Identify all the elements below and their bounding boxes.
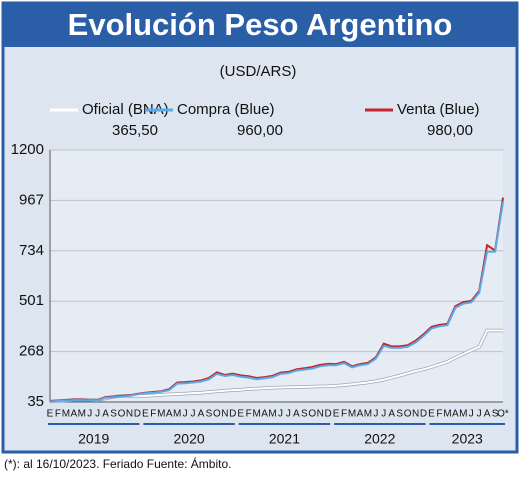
x-tick-label: N	[126, 409, 133, 420]
x-tick-label: N	[412, 409, 419, 420]
legend-value: 365,50	[112, 122, 158, 139]
x-tick-label: J	[278, 409, 283, 420]
y-tick-label: 967	[19, 191, 44, 208]
x-tick-label: J	[95, 409, 100, 420]
x-tick-label: F	[150, 409, 156, 420]
x-tick-label: O	[308, 409, 316, 420]
x-tick-label: J	[477, 409, 482, 420]
x-tick-label: A	[166, 409, 173, 420]
x-tick-label: A	[102, 409, 109, 420]
legend-label: Oficial (BNA)	[82, 101, 169, 118]
x-tick-label: J	[381, 409, 386, 420]
year-label: 2020	[174, 431, 205, 447]
x-tick-label: A	[261, 409, 268, 420]
plot-area	[50, 150, 503, 402]
x-tick-label: D	[420, 409, 427, 420]
x-tick-label: A	[293, 409, 300, 420]
x-tick-label: M	[348, 409, 356, 420]
x-tick-label: J	[469, 409, 474, 420]
x-tick-label: A	[388, 409, 395, 420]
x-tick-label: A	[484, 409, 491, 420]
year-label: 2021	[269, 431, 300, 447]
x-tick-label: D	[229, 409, 236, 420]
x-tick-label: F	[246, 409, 252, 420]
legend-value: 980,00	[427, 122, 473, 139]
line	[49, 201, 504, 403]
x-tick-label: F	[55, 409, 61, 420]
subtitle: (USD/ARS)	[220, 63, 297, 80]
x-tick-label: J	[183, 409, 188, 420]
x-tick-label: M	[268, 409, 276, 420]
x-tick-label: S	[301, 409, 308, 420]
x-tick-label: J	[286, 409, 291, 420]
year-label: 2019	[78, 431, 109, 447]
chart-title: Evolución Peso Argentino	[68, 7, 453, 42]
y-tick-label: 501	[19, 292, 44, 309]
legend-label: Venta (Blue)	[397, 101, 480, 118]
x-tick-label: O	[213, 409, 221, 420]
x-tick-label: O	[118, 409, 126, 420]
x-tick-label: D	[134, 409, 141, 420]
x-tick-label: F	[436, 409, 442, 420]
x-tick-label: S	[492, 409, 499, 420]
x-tick-label: A	[198, 409, 205, 420]
x-tick-label: J	[191, 409, 196, 420]
x-tick-label: S	[206, 409, 213, 420]
x-tick-label: M	[364, 409, 372, 420]
x-tick-label: M	[173, 409, 181, 420]
x-tick-label: M	[62, 409, 70, 420]
x-tick-label: N	[221, 409, 228, 420]
x-tick-label: S	[396, 409, 403, 420]
x-tick-label: E	[237, 409, 244, 420]
legend-label: Compra (Blue)	[177, 101, 275, 118]
x-tick-label: A	[71, 409, 78, 420]
x-tick-label: M	[252, 409, 260, 420]
y-tick-label: 268	[19, 343, 44, 360]
legend-value: 960,00	[237, 122, 283, 139]
x-tick-label: M	[78, 409, 86, 420]
x-tick-label: N	[317, 409, 324, 420]
x-tick-label: J	[373, 409, 378, 420]
x-tick-label: A	[357, 409, 364, 420]
title-bar	[3, 3, 517, 47]
x-tick-label: O	[404, 409, 412, 420]
y-tick-label: 35	[27, 393, 44, 410]
y-tick-label: 1200	[11, 141, 44, 158]
year-label: 2022	[364, 431, 395, 447]
footnote: (*): al 16/10/2023. Feriado Fuente: Ámbi…	[4, 456, 231, 471]
x-tick-label: E	[428, 409, 435, 420]
x-tick-label: A	[452, 409, 459, 420]
year-label: 2023	[452, 431, 483, 447]
x-tick-label: O*	[497, 409, 509, 420]
x-tick-label: M	[157, 409, 165, 420]
x-tick-label: E	[142, 409, 149, 420]
x-tick-label: E	[333, 409, 340, 420]
x-tick-label: D	[325, 409, 332, 420]
x-tick-label: J	[87, 409, 92, 420]
x-tick-label: M	[443, 409, 451, 420]
x-tick-label: S	[110, 409, 117, 420]
y-tick-label: 734	[19, 242, 44, 259]
x-tick-label: E	[47, 409, 54, 420]
x-tick-label: M	[459, 409, 467, 420]
x-tick-label: F	[341, 409, 347, 420]
